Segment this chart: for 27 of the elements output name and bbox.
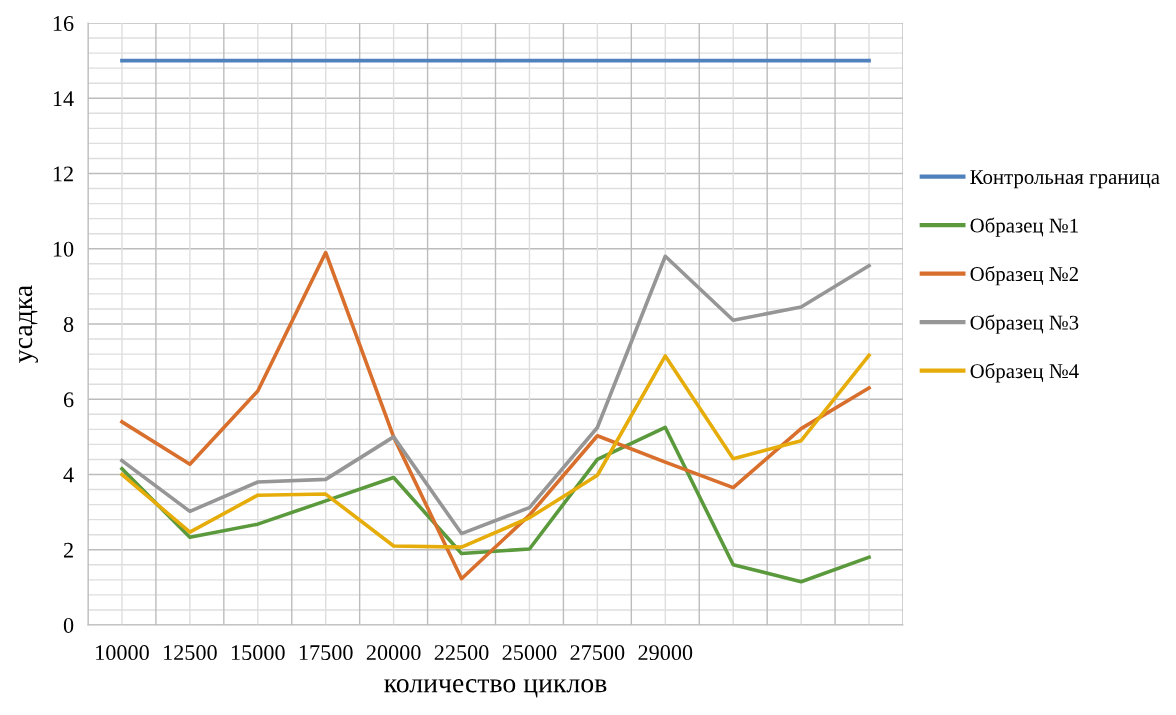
legend-label: Образец №4 bbox=[970, 363, 1079, 383]
legend-label: Образец №1 bbox=[970, 217, 1078, 237]
y-tick-label: 2 bbox=[63, 542, 73, 558]
y-tick-label: 12 bbox=[53, 166, 73, 182]
x-tick-label: 17500 bbox=[299, 645, 353, 661]
x-tick-label: 27500 bbox=[570, 645, 625, 661]
x-axis-title: количество циклов bbox=[384, 679, 607, 698]
x-tick-label: 12500 bbox=[164, 645, 217, 661]
legend-label: Контрольная граница bbox=[970, 170, 1160, 189]
x-tick-label: 20000 bbox=[366, 645, 421, 661]
y-tick-label: 8 bbox=[63, 316, 74, 332]
x-tick-label: 22500 bbox=[434, 645, 489, 661]
legend-label: Образец №3 bbox=[970, 314, 1079, 334]
y-tick-label: 0 bbox=[63, 617, 74, 633]
x-tick-label: 29000 bbox=[638, 645, 693, 661]
legend-label: Образец №2 bbox=[970, 266, 1078, 286]
x-tick-label: 25000 bbox=[502, 645, 557, 661]
x-tick-label: 15000 bbox=[231, 645, 285, 661]
y-tick-label: 10 bbox=[53, 241, 74, 257]
y-tick-label: 14 bbox=[53, 91, 74, 106]
y-tick-label: 16 bbox=[53, 15, 74, 31]
y-axis-title: усадка bbox=[18, 285, 38, 363]
line-series bbox=[120, 425, 871, 584]
x-tick-label: 10000 bbox=[96, 645, 149, 661]
y-tick-label: 6 bbox=[63, 392, 74, 408]
y-tick-label: 4 bbox=[63, 467, 74, 483]
line-series bbox=[120, 353, 871, 549]
